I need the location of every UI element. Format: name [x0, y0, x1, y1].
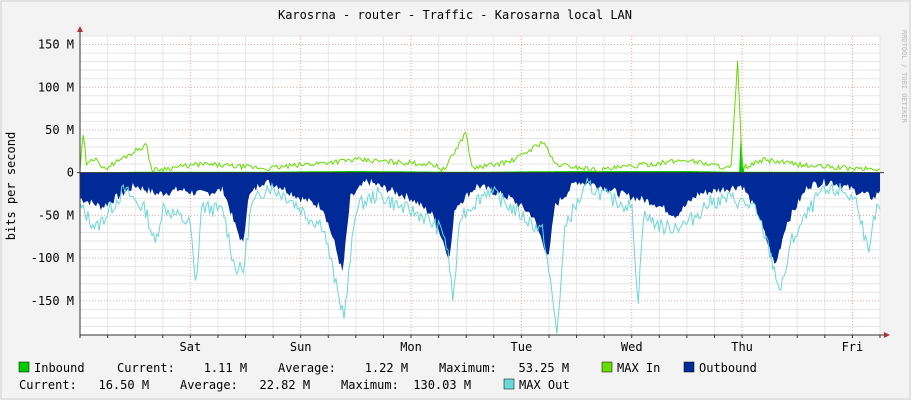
max-out-swatch — [503, 378, 515, 390]
legend-inbound-average: Average: 1.22 M — [278, 361, 408, 375]
x-tick-label: Wed — [621, 340, 643, 354]
x-tick-label: Tue — [511, 340, 533, 354]
inbound-swatch — [18, 361, 30, 373]
rrdtool-watermark: RRDTOOL / TOBI OETIKER — [900, 30, 908, 124]
y-tick-label: 0 — [67, 166, 74, 180]
chart-title: Karosrna - router - Traffic - Karosarna … — [278, 8, 632, 22]
y-tick-label: 50 M — [45, 123, 74, 137]
x-tick-labels: Sat Sun Mon Tue Wed Thu Fri — [180, 340, 864, 354]
max-out-line — [79, 177, 881, 334]
legend-inbound-label: Inbound — [34, 361, 85, 375]
data-layer — [79, 60, 881, 334]
legend-inbound-maximum: Maximum: 53.25 M — [439, 361, 569, 375]
legend-outbound-current: Current: 16.50 M — [19, 378, 149, 392]
y-tick-label: -150 M — [31, 294, 74, 308]
y-tick-label: 150 M — [38, 38, 74, 52]
max-in-line — [79, 60, 880, 173]
y-axis-label: bits per second — [4, 132, 18, 240]
legend-inbound-current: Current: 1.11 M — [117, 361, 247, 375]
outbound-area — [80, 172, 880, 272]
legend-outbound-average: Average: 22.82 M — [180, 378, 310, 392]
x-tick-label: Sat — [180, 340, 202, 354]
x-tick-label: Thu — [731, 340, 753, 354]
axes — [77, 26, 890, 338]
y-tick-label: 100 M — [38, 80, 74, 94]
y-axis-arrow — [77, 26, 83, 32]
y-tick-label: -100 M — [31, 251, 74, 265]
y-tick-label: -50 M — [38, 208, 74, 222]
x-axis-arrow — [884, 332, 890, 338]
max-in-swatch — [601, 361, 613, 373]
legend-max-in-label: MAX In — [617, 361, 660, 375]
x-tick-label: Sun — [290, 340, 312, 354]
legend-max-out-label: MAX Out — [519, 378, 570, 392]
y-tick-labels: 150 M 100 M 50 M 0 -50 M -100 M -150 M — [31, 38, 74, 308]
x-tick-label: Mon — [400, 340, 422, 354]
legend-outbound-label: Outbound — [699, 361, 757, 375]
x-tick-label: Fri — [842, 340, 864, 354]
legend: Inbound Current: 1.11 M Average: 1.22 M … — [18, 361, 757, 392]
legend-outbound-maximum: Maximum: 130.03 M — [341, 378, 471, 392]
outbound-swatch — [683, 361, 695, 373]
